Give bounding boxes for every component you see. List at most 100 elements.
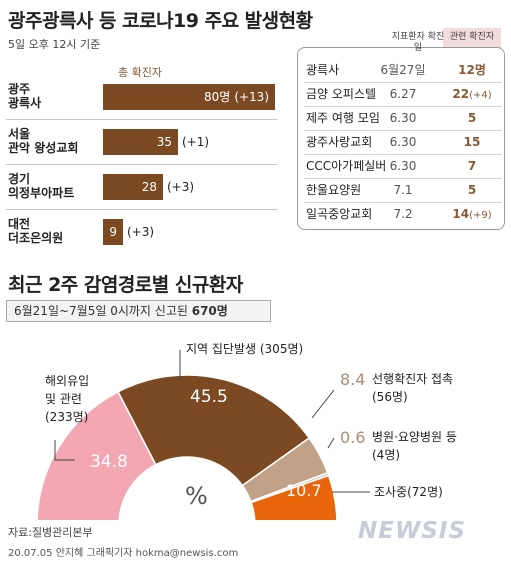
- table-row-count: 22(+4): [446, 83, 498, 105]
- table-row-count: 15: [446, 131, 498, 153]
- bar-category-line2: 관악 왕성교회: [8, 141, 79, 155]
- table-row-divider: [304, 202, 502, 203]
- contact-label: 선행확진자 접촉 (56명): [372, 370, 453, 406]
- local-label: 지역 집단발생 (305명): [186, 342, 304, 356]
- credit-line: 20.07.05 안지혜 그래픽기자 hokma@newsis.com: [8, 548, 239, 559]
- bar-category-label: 대전 더조은의원: [8, 217, 63, 245]
- bar-increase-label: (+13): [234, 90, 269, 104]
- table-count-increase: (+4): [469, 90, 492, 101]
- bar: 28: [103, 174, 163, 200]
- overseas-pct: 34.8: [90, 452, 128, 472]
- bar-row-divider: [6, 119, 278, 120]
- table-row-name: 한울요양원: [306, 183, 362, 197]
- table-row-count: 14(+9): [446, 203, 498, 225]
- local-pct: 45.5: [190, 387, 228, 407]
- table-row-date: 7.1: [393, 183, 413, 197]
- table-row-date: 6.27: [389, 87, 417, 101]
- source-note: 자료:질병관리본부: [8, 526, 93, 539]
- investigating-label: 조사중(72명): [374, 485, 443, 499]
- table-count-increase: (+9): [469, 210, 492, 221]
- bar-increase-label: (+3): [127, 225, 155, 239]
- bar-value-label: 28: [141, 180, 157, 194]
- table-row-date: 6.30: [389, 111, 417, 125]
- table-row-divider: [304, 178, 502, 179]
- bar: 80명 (+13): [103, 84, 275, 110]
- table-row-name: 제주 여행 모임: [306, 111, 380, 125]
- contact-label-text: 선행확진자 접촉: [372, 372, 454, 386]
- main-title: 광주광륵사 등 코로나19 주요 발생현황: [8, 10, 313, 32]
- overseas-line1: 해외유입: [45, 374, 90, 388]
- table-row-date: 6.30: [389, 135, 417, 149]
- bar: 35: [103, 129, 178, 155]
- table-count-value: 22: [452, 87, 470, 101]
- table-row-name: 광주사랑교회: [306, 135, 373, 149]
- bar-category-line1: 서울: [8, 127, 31, 141]
- bar-category-line1: 대전: [8, 217, 31, 231]
- table-row-divider: [304, 106, 502, 107]
- period-prefix: 6월21일~7월5일 0시까지 신고된: [14, 304, 192, 318]
- bar-category-line1: 광주: [8, 82, 31, 96]
- bar-category-label: 경기 의정부아파트: [8, 172, 74, 200]
- section-title: 최근 2주 감염경로별 신규환자: [8, 274, 243, 296]
- table-row-divider: [304, 154, 502, 155]
- bar-category-line2: 더조은의원: [8, 231, 64, 245]
- table-count-value: 5: [467, 183, 477, 197]
- period-box: 6월21일~7월5일 0시까지 신고된 670명: [6, 300, 271, 322]
- bar-row-divider: [6, 164, 278, 165]
- cluster-table-panel: [297, 47, 505, 230]
- leader-contact: [311, 389, 335, 419]
- bar-category-label: 서울 관악 왕성교회: [8, 127, 78, 155]
- donut-slices: [36, 374, 338, 520]
- bar-category-line2: 광륵사: [8, 96, 42, 110]
- total-legend: 총 확진자: [118, 66, 162, 79]
- route-donut-chart: [36, 350, 370, 520]
- table-row-date: 6.30: [389, 159, 417, 173]
- leader-overseas: [54, 440, 75, 461]
- table-row-count: 5: [446, 179, 498, 201]
- col-header-date: 지표환자 확진일: [391, 32, 445, 53]
- bar-value-label: 80명: [204, 90, 231, 104]
- overseas-label: 해외유입 및 관련 (233명): [45, 372, 89, 426]
- table-count-value: 7: [467, 159, 477, 173]
- table-row-name: 금양 오피스텔: [306, 87, 377, 101]
- table-count-value: 12명: [458, 63, 486, 77]
- bar-category-label: 광주 광륵사: [8, 82, 41, 110]
- bar-value-label: 35: [156, 135, 172, 149]
- bar: 9: [103, 219, 123, 245]
- table-row-count: 12명: [446, 59, 498, 81]
- bar-category-line1: 경기: [8, 172, 31, 186]
- center-unit: %: [185, 482, 208, 510]
- bar-value-label: 9: [109, 225, 117, 239]
- hospital-pct: 0.6: [340, 428, 366, 447]
- overseas-count: (233명): [45, 410, 89, 424]
- donut-slice-local: [117, 374, 311, 487]
- table-row-name: 일곡중앙교회: [306, 207, 373, 221]
- table-row-name: 광륵사: [306, 63, 340, 77]
- investigating-pct: 10.7: [286, 481, 322, 500]
- hospital-label: 병원·요양병원 등 (4명): [372, 428, 457, 464]
- as-of-note: 5일 오후 12시 기준: [8, 38, 101, 51]
- hospital-label-text: 병원·요양병원 등: [372, 430, 457, 444]
- table-row-count: 7: [446, 155, 498, 177]
- table-count-value: 14: [452, 207, 470, 221]
- col-header-count: 관련 확진자: [449, 32, 495, 42]
- donut-slice-investigating: [250, 474, 338, 520]
- bar-increase-label: (+3): [167, 180, 195, 194]
- contact-pct: 8.4: [340, 370, 366, 389]
- table-row-divider: [304, 130, 502, 131]
- table-row-name: CCC아가페실버: [306, 159, 387, 173]
- bar-category-line2: 의정부아파트: [8, 186, 75, 200]
- contact-count: (56명): [372, 390, 408, 404]
- table-count-value: 15: [463, 135, 481, 149]
- table-row-date: 6월27일: [380, 63, 426, 77]
- bar-row-divider: [6, 209, 278, 210]
- table-row-date: 7.2: [393, 207, 413, 221]
- donut-slice-overseas: [36, 390, 157, 520]
- table-row-divider: [304, 82, 502, 83]
- period-total: 670명: [191, 304, 228, 318]
- hospital-count: (4명): [372, 448, 401, 462]
- table-row-count: 5: [446, 107, 498, 129]
- bar-increase-label: (+1): [182, 135, 210, 149]
- table-count-value: 5: [467, 111, 477, 125]
- leader-hospital: [327, 437, 335, 449]
